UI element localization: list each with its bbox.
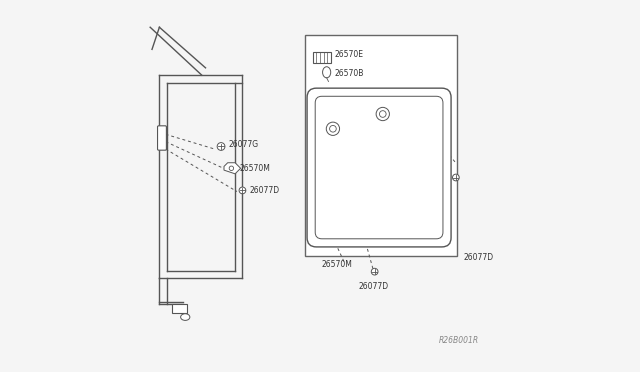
Text: 26077D: 26077D: [358, 282, 388, 291]
Text: 26570M: 26570M: [321, 260, 352, 269]
Polygon shape: [224, 163, 241, 174]
Text: 26077D: 26077D: [464, 253, 494, 263]
Ellipse shape: [323, 67, 331, 78]
Text: 26570B: 26570B: [334, 69, 364, 78]
Circle shape: [326, 122, 340, 135]
Circle shape: [239, 187, 246, 194]
Circle shape: [371, 268, 378, 275]
FancyBboxPatch shape: [316, 96, 443, 239]
FancyBboxPatch shape: [157, 126, 166, 150]
Text: 26077D: 26077D: [250, 186, 280, 195]
Bar: [312, 52, 331, 63]
Circle shape: [217, 142, 225, 150]
Text: 26077G: 26077G: [228, 140, 259, 149]
Circle shape: [330, 125, 336, 132]
Circle shape: [380, 111, 386, 117]
Text: R26B001R: R26B001R: [438, 336, 479, 345]
Circle shape: [376, 108, 389, 121]
Circle shape: [229, 166, 234, 170]
Circle shape: [452, 174, 460, 181]
FancyBboxPatch shape: [307, 88, 451, 247]
Bar: [172, 304, 187, 313]
Bar: [305, 35, 456, 256]
Ellipse shape: [180, 314, 190, 320]
Text: 26570M: 26570M: [239, 164, 270, 173]
Text: 26570E: 26570E: [334, 50, 363, 59]
